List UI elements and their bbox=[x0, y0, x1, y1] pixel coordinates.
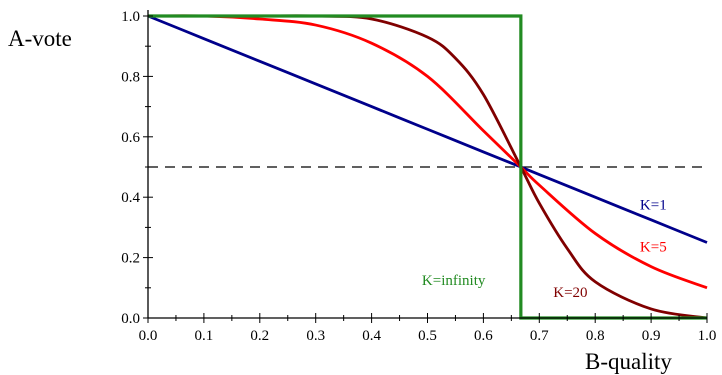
y-tick-label: 0.0 bbox=[121, 311, 140, 327]
x-tick-label: 0.2 bbox=[250, 328, 269, 344]
y-tick-label: 0.6 bbox=[121, 130, 140, 146]
y-tick-label: 1.0 bbox=[121, 9, 140, 25]
x-axis-title: B-quality bbox=[585, 349, 672, 374]
series-label: K=5 bbox=[640, 240, 667, 256]
x-tick-label: 0.9 bbox=[642, 328, 661, 344]
x-tick-label: 0.8 bbox=[586, 328, 605, 344]
y-tick-label: 0.2 bbox=[121, 251, 140, 267]
x-tick-label: 0.6 bbox=[474, 328, 493, 344]
x-tick-label: 1.0 bbox=[698, 328, 717, 344]
y-tick-label: 0.4 bbox=[121, 190, 140, 206]
x-tick-label: 0.0 bbox=[139, 328, 158, 344]
series-line-1 bbox=[147, 14, 708, 244]
x-tick-label: 0.4 bbox=[362, 328, 381, 344]
ticks-group: 0.0 0.1 0.2 0.3 0.4 0.5 0.6 0.7 0.8 0.9 1.0 0.0 0.2 0… bbox=[121, 9, 716, 344]
y-axis-title: A-vote bbox=[8, 26, 72, 51]
series-label: K=infinity bbox=[422, 273, 486, 289]
series-line-2 bbox=[147, 14, 708, 290]
annotations-group: K=1 K=5 K=20 K=infinity bbox=[422, 197, 667, 301]
series-label: K=1 bbox=[640, 197, 667, 213]
x-tick-label: 0.5 bbox=[418, 328, 437, 344]
series-label: K=20 bbox=[553, 285, 587, 301]
x-tick-label: 0.1 bbox=[195, 328, 214, 344]
y-tick-label: 0.8 bbox=[121, 69, 140, 85]
x-tick-label: 0.7 bbox=[530, 328, 549, 344]
x-tick-label: 0.3 bbox=[306, 328, 325, 344]
